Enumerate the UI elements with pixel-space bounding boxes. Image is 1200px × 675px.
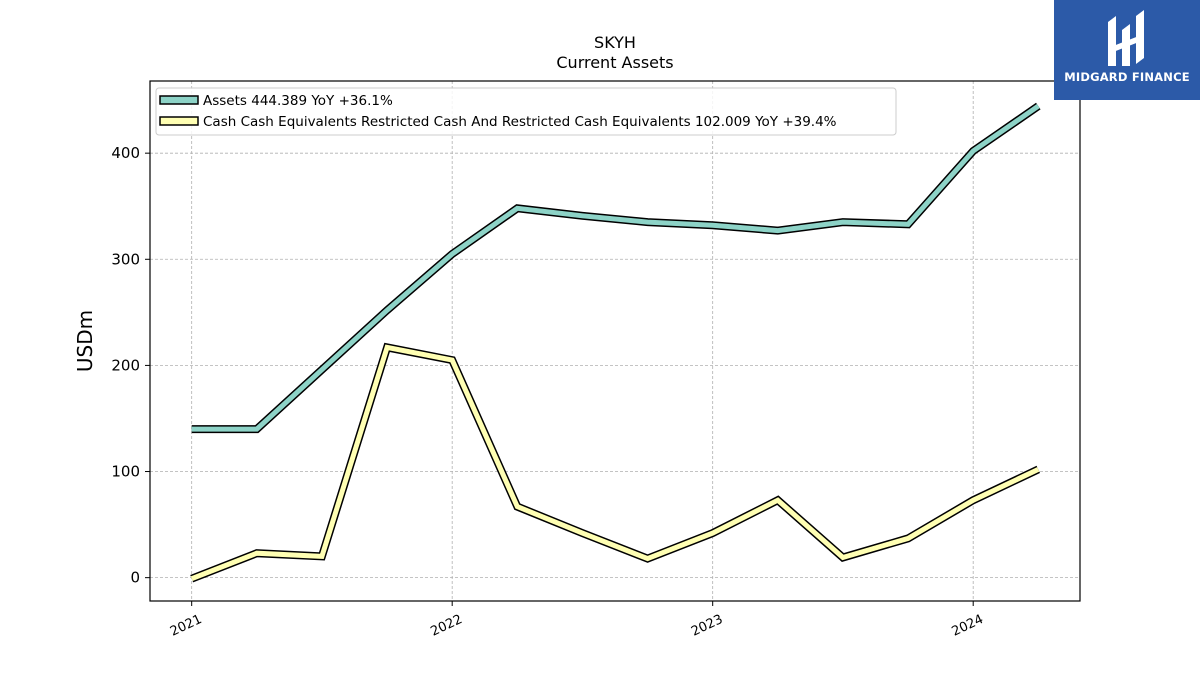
x-tick-label: 2024 bbox=[950, 612, 986, 640]
plot-frame bbox=[149, 80, 1081, 602]
legend-label: Assets 444.389 YoY +36.1% bbox=[203, 93, 393, 109]
legend-label: Cash Cash Equivalents Restricted Cash An… bbox=[203, 114, 837, 130]
y-tick-label: 400 bbox=[111, 144, 140, 162]
logo-mark-icon bbox=[1108, 10, 1144, 66]
legend[interactable]: Assets 444.389 YoY +36.1% Cash Cash Equiv… bbox=[155, 87, 897, 136]
y-tick-label: 0 bbox=[130, 569, 140, 587]
y-tick-label: 200 bbox=[111, 356, 140, 374]
y-axis-label: USDm bbox=[73, 310, 97, 372]
y-tick-label: 300 bbox=[111, 250, 140, 268]
x-tick-label: 2023 bbox=[689, 612, 725, 640]
series-line-outline bbox=[191, 102, 1041, 434]
grid bbox=[150, 81, 1080, 601]
series-layer bbox=[190, 102, 1041, 583]
x-tick-label: 2021 bbox=[168, 612, 204, 640]
legend-swatch bbox=[159, 95, 199, 105]
chart-title: SKYH bbox=[594, 33, 636, 52]
legend-swatch bbox=[159, 116, 199, 126]
x-tick-label: 2022 bbox=[429, 612, 465, 640]
brand-logo: MIDGARD FINANCE bbox=[1054, 0, 1200, 100]
logo-text: MIDGARD FINANCE bbox=[1064, 70, 1190, 84]
chart-subtitle: Current Assets bbox=[556, 53, 673, 72]
y-tick-label: 100 bbox=[111, 463, 140, 481]
ticks: 0 100 200 300 400 2021 2022 2023 2024 bbox=[111, 144, 986, 639]
legend-box bbox=[155, 87, 897, 136]
series-line bbox=[190, 344, 1040, 582]
series-line bbox=[191, 104, 1040, 432]
